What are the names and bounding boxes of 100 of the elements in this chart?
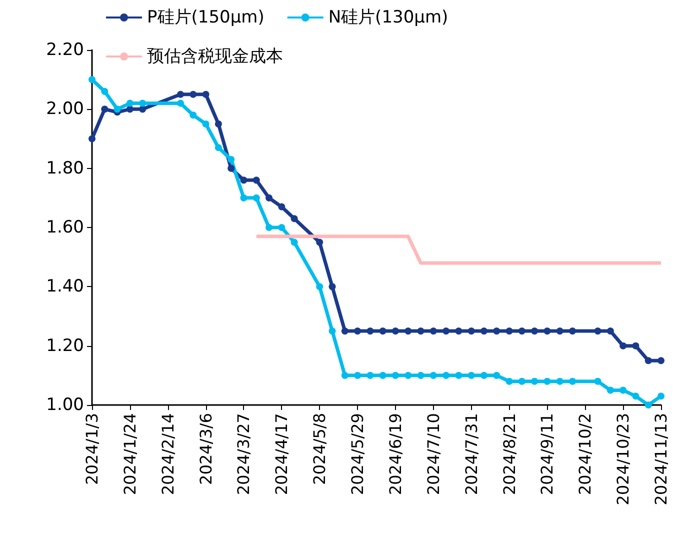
- y-tick-label: 1.00: [46, 395, 84, 415]
- point: [442, 328, 450, 335]
- point: [366, 328, 374, 335]
- point: [341, 372, 348, 379]
- point: [544, 328, 551, 335]
- x-tick-label: 2024/8/21: [500, 413, 519, 496]
- point: [468, 328, 475, 335]
- point: [266, 224, 273, 231]
- x-tick-label: 2024/3/6: [196, 413, 216, 485]
- point: [658, 392, 664, 400]
- legend-label: N硅片(130μm): [328, 8, 448, 28]
- point: [506, 378, 513, 385]
- point: [290, 215, 298, 222]
- x-tick-label: 2024/5/8: [310, 413, 330, 485]
- point: [126, 100, 134, 107]
- point: [228, 164, 235, 172]
- x-tick-label: 2024/7/31: [462, 413, 481, 496]
- legend-label: 预估含税现金成本: [147, 46, 283, 66]
- point: [417, 328, 424, 335]
- point: [632, 392, 640, 400]
- point: [316, 238, 324, 246]
- point: [190, 90, 197, 98]
- point: [88, 76, 96, 84]
- point: [139, 100, 146, 107]
- x-tick-label: 2024/4/17: [272, 413, 292, 496]
- y-tick-label: 1.80: [46, 158, 84, 178]
- point: [644, 402, 652, 408]
- x-tick-label: 2024/5/29: [348, 413, 368, 496]
- point: [430, 328, 437, 335]
- point: [468, 372, 475, 379]
- point: [341, 328, 348, 335]
- point: [379, 328, 386, 335]
- point: [190, 112, 197, 119]
- point: [240, 176, 248, 184]
- point: [202, 120, 210, 128]
- point: [594, 378, 602, 385]
- point: [518, 378, 526, 385]
- point: [594, 328, 602, 335]
- point: [531, 328, 538, 335]
- point: [240, 194, 248, 202]
- point: [658, 357, 664, 364]
- point: [606, 386, 614, 394]
- y-tick-label: 1.60: [46, 218, 84, 238]
- point: [506, 328, 513, 335]
- x-tick-label: 2024/1/3: [82, 413, 102, 485]
- point: [278, 224, 286, 231]
- point: [518, 328, 526, 335]
- point: [290, 238, 298, 246]
- point: [266, 194, 273, 202]
- y-tick-label: 1.20: [46, 336, 84, 356]
- point: [252, 194, 260, 202]
- point: [480, 328, 488, 335]
- point: [354, 372, 362, 379]
- x-tick-label: 2024/6/19: [386, 413, 405, 496]
- point: [354, 328, 362, 335]
- point: [632, 342, 640, 350]
- point: [202, 90, 210, 98]
- point: [126, 106, 134, 113]
- point: [101, 88, 108, 95]
- point: [417, 372, 424, 379]
- point: [177, 90, 184, 98]
- point: [114, 106, 121, 113]
- point: [278, 203, 286, 210]
- point: [177, 100, 184, 107]
- point: [404, 372, 412, 379]
- y-tick-label: 2.00: [46, 99, 84, 120]
- point: [606, 328, 614, 335]
- point: [328, 283, 336, 290]
- point: [493, 328, 500, 335]
- point: [88, 135, 96, 142]
- y-tick-label: 1.40: [46, 276, 84, 297]
- x-tick-label: 2024/11/13: [652, 413, 670, 506]
- point: [214, 120, 222, 128]
- point: [328, 328, 336, 335]
- point: [430, 372, 437, 379]
- point: [644, 357, 652, 364]
- x-tick-label: 2024/10/2: [576, 413, 595, 496]
- point: [620, 342, 627, 350]
- point: [366, 372, 374, 379]
- x-tick-label: 2024/2/14: [158, 413, 178, 496]
- x-tick-label: 2024/9/11: [538, 413, 557, 496]
- point: [544, 378, 551, 385]
- point: [556, 378, 564, 385]
- point: [392, 372, 399, 379]
- point: [404, 328, 412, 335]
- point: [101, 106, 108, 113]
- point: [556, 328, 564, 335]
- point: [531, 378, 538, 385]
- point: [139, 106, 146, 113]
- point: [252, 176, 260, 184]
- x-tick-label: 2024/10/23: [614, 413, 633, 506]
- point: [379, 372, 386, 379]
- point: [392, 328, 399, 335]
- point: [568, 328, 576, 335]
- point: [480, 372, 488, 379]
- point: [568, 378, 576, 385]
- point: [214, 144, 222, 152]
- point: [455, 372, 462, 379]
- x-tick-label: 2024/7/10: [424, 413, 443, 496]
- legend-label: P硅片(150μm): [147, 8, 264, 28]
